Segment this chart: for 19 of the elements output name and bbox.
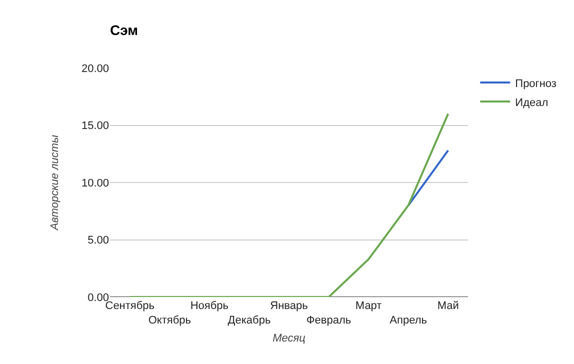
- y-tick-label: 20.00: [81, 62, 109, 75]
- y-tick-label: 5.00: [88, 234, 109, 247]
- x-tick-label: Февраль: [306, 314, 352, 326]
- y-tick-label: 15.00: [81, 120, 109, 132]
- x-tick-label: Май: [437, 300, 459, 312]
- x-tick-label: Ноябрь: [190, 300, 229, 312]
- x-tick-label: Март: [355, 300, 382, 312]
- x-tick-label: Декабрь: [228, 314, 271, 326]
- legend-label: Прогноз: [515, 78, 556, 90]
- chart-title: Сэм: [110, 22, 138, 38]
- x-tick-label: Январь: [270, 300, 308, 312]
- y-tick-label: 10.00: [81, 177, 109, 190]
- x-tick-label: Октябрь: [148, 314, 192, 326]
- line-series: [128, 112, 450, 297]
- y-axis-title: Авторские листы: [49, 134, 62, 232]
- x-tick-label: Апрель: [390, 314, 428, 326]
- x-axis-title: Месяц: [272, 332, 306, 344]
- x-tick-label: Сентябрь: [105, 300, 155, 312]
- legend-label: Идеал: [515, 96, 548, 109]
